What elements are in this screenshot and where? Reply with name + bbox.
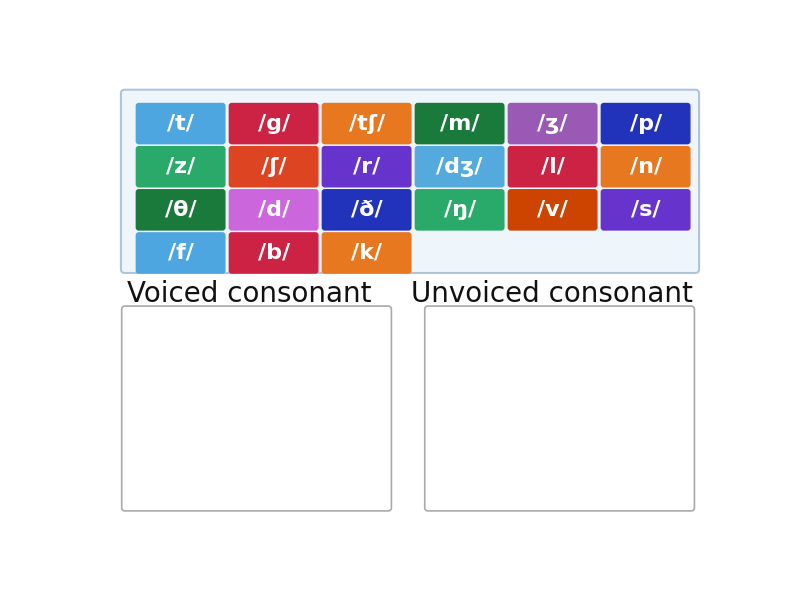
Text: /f/: /f/: [168, 243, 194, 263]
Text: Unvoiced consonant: Unvoiced consonant: [411, 280, 693, 308]
Text: /tʃ/: /tʃ/: [349, 113, 385, 134]
Text: /b/: /b/: [258, 243, 290, 263]
FancyBboxPatch shape: [121, 90, 699, 273]
Text: /r/: /r/: [353, 157, 380, 177]
Text: /g/: /g/: [258, 113, 290, 134]
Text: /dʒ/: /dʒ/: [437, 157, 482, 177]
Text: /p/: /p/: [630, 113, 662, 134]
Text: /d/: /d/: [258, 200, 290, 220]
FancyBboxPatch shape: [229, 146, 318, 187]
Text: /θ/: /θ/: [165, 200, 197, 220]
FancyBboxPatch shape: [601, 103, 690, 145]
Text: /ʒ/: /ʒ/: [538, 113, 568, 134]
Text: /v/: /v/: [538, 200, 568, 220]
FancyBboxPatch shape: [122, 306, 391, 511]
FancyBboxPatch shape: [508, 146, 598, 187]
FancyBboxPatch shape: [229, 189, 318, 230]
FancyBboxPatch shape: [322, 189, 411, 230]
FancyBboxPatch shape: [229, 232, 318, 274]
FancyBboxPatch shape: [425, 306, 694, 511]
FancyBboxPatch shape: [229, 103, 318, 145]
Text: /ʃ/: /ʃ/: [261, 157, 286, 177]
Text: /t/: /t/: [167, 113, 194, 134]
FancyBboxPatch shape: [322, 103, 411, 145]
FancyBboxPatch shape: [508, 189, 598, 230]
Text: /m/: /m/: [440, 113, 479, 134]
FancyBboxPatch shape: [601, 189, 690, 230]
FancyBboxPatch shape: [136, 189, 226, 230]
Text: Voiced consonant: Voiced consonant: [127, 280, 372, 308]
FancyBboxPatch shape: [136, 103, 226, 145]
Text: /ð/: /ð/: [350, 200, 382, 220]
Text: /n/: /n/: [630, 157, 662, 177]
Text: /z/: /z/: [166, 157, 195, 177]
FancyBboxPatch shape: [322, 232, 411, 274]
FancyBboxPatch shape: [414, 146, 505, 187]
Text: /k/: /k/: [351, 243, 382, 263]
Text: /ŋ/: /ŋ/: [443, 200, 476, 220]
FancyBboxPatch shape: [136, 232, 226, 274]
FancyBboxPatch shape: [601, 146, 690, 187]
FancyBboxPatch shape: [414, 189, 505, 230]
Text: /s/: /s/: [631, 200, 660, 220]
FancyBboxPatch shape: [136, 146, 226, 187]
FancyBboxPatch shape: [414, 103, 505, 145]
FancyBboxPatch shape: [508, 103, 598, 145]
FancyBboxPatch shape: [322, 146, 411, 187]
Text: /l/: /l/: [541, 157, 565, 177]
